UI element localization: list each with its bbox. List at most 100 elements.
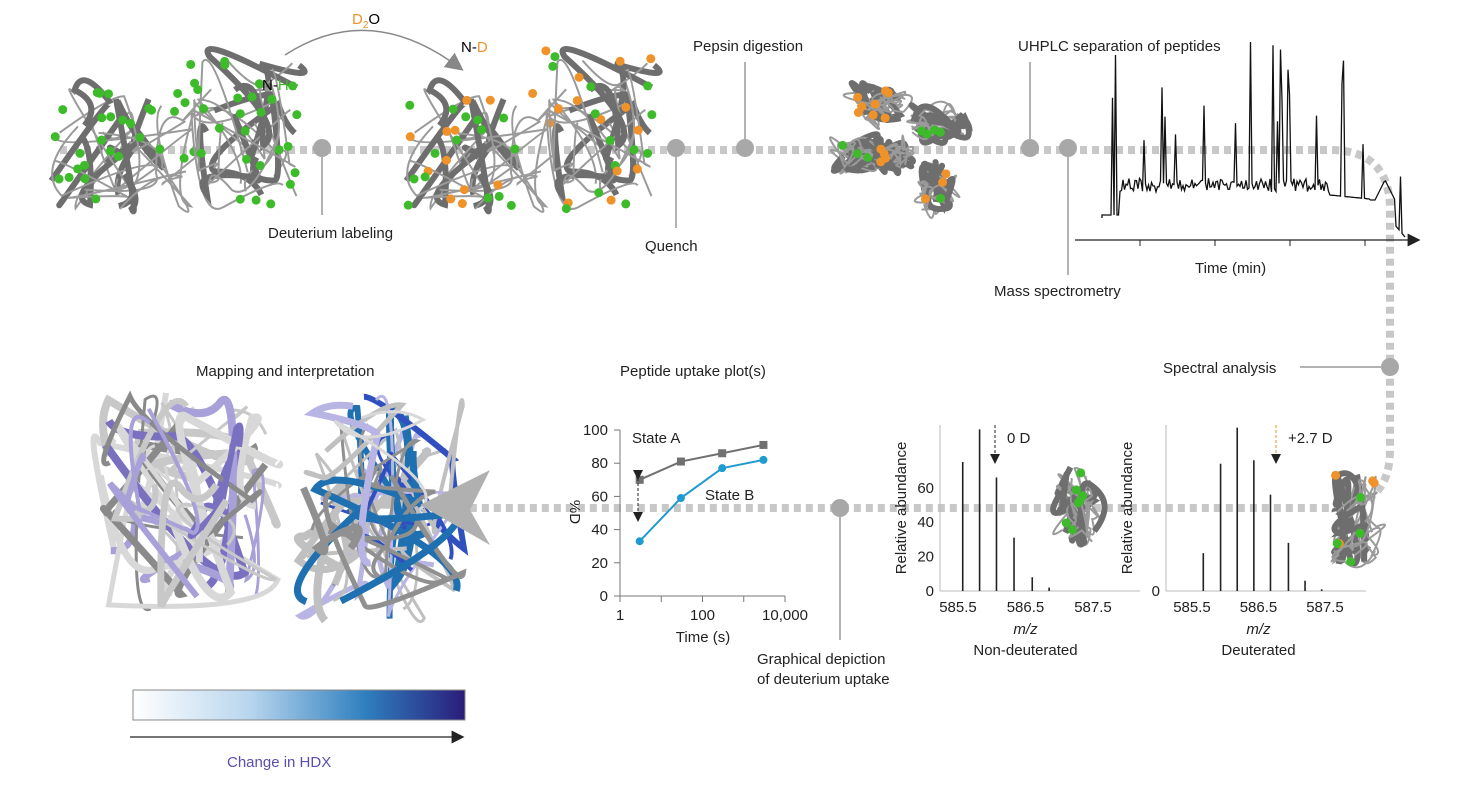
spectrum-subtitle: Non-deuterated [973,642,1077,659]
residue-dot [452,135,462,145]
pepsin-label: Pepsin digestion [693,38,803,55]
x-tick-label: 586.5 [1240,599,1278,616]
residue-dot [409,174,419,184]
ribbon [468,98,494,215]
step-dot-ms [1059,139,1077,157]
residue-dot [590,109,600,119]
series-line [639,443,764,481]
ribbon [406,125,515,197]
residue-dot [647,110,657,120]
step-dot-labeling [313,139,331,157]
spectrum-deuterated: 0 585.5 586.5 587.5 m/z Deuterated Relative ab… [1119,425,1366,659]
residue-dot [586,82,596,92]
ribbon [157,479,230,609]
ribbon [1331,541,1376,569]
residue-dot [606,195,616,205]
step-dot-uhplc [1021,139,1039,157]
residue-dot [113,151,123,161]
workflow-path [60,146,1394,512]
residue-dot [75,148,85,158]
x-axis-label: m/z [1246,621,1271,638]
spectral-label: Spectral analysis [1163,360,1276,377]
protein-structures [48,46,1386,624]
residue-dot [917,126,927,136]
graphical-label-2: of deuterium uptake [757,671,890,688]
residue-dot [233,93,243,103]
residue-dot [541,46,551,56]
data-point [759,440,768,449]
y-tick-label: 80 [591,455,608,472]
y-axis-label: Relative abundance [1119,442,1136,575]
residue-dot [58,105,68,115]
residue-dot [646,54,656,64]
ribbon [828,136,860,175]
residue-dot [220,56,230,66]
residue-dot [97,113,107,123]
residue-dot [180,98,190,108]
residue-dot [266,199,276,209]
ribbon [204,46,299,152]
quench-label: Quench [645,238,698,255]
residue-dot [1346,557,1356,567]
x-axis-label: m/z [1013,621,1038,638]
ribbon [293,503,464,605]
ribbon [844,136,879,174]
residue-dot [643,148,653,158]
residue-dot [459,185,469,195]
ribbon [110,398,189,522]
graphical-label-1: Graphical depiction [757,651,885,668]
residue-dot [476,125,486,135]
residue-dot [621,102,631,112]
residue-dot [54,174,64,184]
spectrum-subtitle: Deuterated [1221,642,1295,659]
ribbon [370,481,436,582]
ribbon [921,179,954,212]
residue-dot [880,153,890,163]
nh-label: N-H [262,77,289,94]
residue-dot [870,99,880,109]
residue-dot [852,149,862,159]
uhplc-label: UHPLC separation of peptides [1018,38,1221,55]
step-dot-graphical [831,499,849,517]
mass-spec-label: Mass spectrometry [994,283,1121,300]
residue-dot [880,113,890,123]
x-tick-label: 587.5 [1074,599,1112,616]
residue-dot [173,88,183,98]
y-tick-label: 0 [600,588,608,605]
y-tick-label: 40 [917,514,934,531]
data-point [676,457,685,466]
ribbon [192,413,262,563]
ribbon [474,154,554,210]
residue-dot [1061,518,1071,528]
y-axis-label: %D [566,500,583,524]
x-tick-label: 10,000 [762,607,808,624]
data-point [718,464,727,473]
residue-dot [64,172,74,182]
ribbon [1057,471,1099,513]
arrowhead-shape [420,470,490,545]
residue-dot [290,168,300,178]
residue-dot [561,204,571,214]
y-axis-label: Relative abundance [893,442,910,575]
residue-dot [605,135,615,145]
residue-dot [405,132,415,142]
residue-dot [506,200,516,210]
residue-dot [936,193,946,203]
ribbon [921,195,949,219]
residue-dot [91,194,101,204]
mapping-label: Mapping and interpretation [196,363,374,380]
residue-dot [920,194,930,204]
ribbon [119,154,199,210]
residue-dot [79,160,89,170]
residue-dot [104,89,114,99]
y-tick-label: 20 [917,549,934,566]
residue-dot [126,118,136,128]
residue-dot [50,132,60,142]
y-tick-label: 100 [583,422,608,439]
residue-dot [935,127,945,137]
d2o-label: D2O [352,11,380,31]
residue-dot [612,166,622,176]
residue-dot [135,132,145,142]
data-point [676,494,685,503]
ribbon [562,109,646,193]
